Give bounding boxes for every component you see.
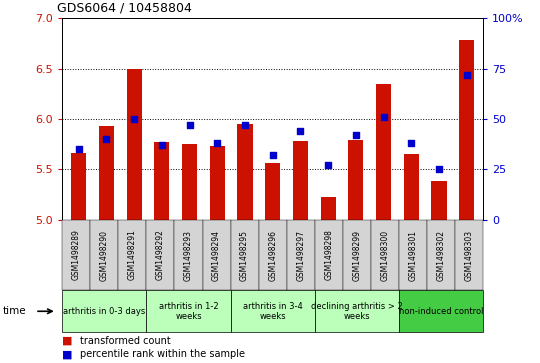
Text: GSM1498298: GSM1498298 <box>325 229 333 281</box>
Text: GSM1498294: GSM1498294 <box>212 229 221 281</box>
Point <box>241 122 249 128</box>
Text: GSM1498302: GSM1498302 <box>437 229 445 281</box>
Text: GDS6064 / 10458804: GDS6064 / 10458804 <box>57 1 192 15</box>
Text: GSM1498303: GSM1498303 <box>465 229 474 281</box>
Text: GSM1498291: GSM1498291 <box>128 229 137 281</box>
Text: ■: ■ <box>62 336 72 346</box>
Bar <box>459 40 474 220</box>
Bar <box>293 141 308 220</box>
Text: non-induced control: non-induced control <box>399 307 483 316</box>
Point <box>185 122 194 128</box>
Text: transformed count: transformed count <box>80 336 171 346</box>
Bar <box>126 69 142 220</box>
Bar <box>321 197 336 220</box>
Point <box>213 140 221 146</box>
Point <box>130 116 138 122</box>
Text: GSM1498300: GSM1498300 <box>381 229 389 281</box>
Text: GSM1498296: GSM1498296 <box>268 229 277 281</box>
Text: GSM1498293: GSM1498293 <box>184 229 193 281</box>
Bar <box>71 153 86 220</box>
Point <box>435 166 443 172</box>
Point <box>296 128 305 134</box>
Point <box>462 72 471 77</box>
Text: declining arthritis > 2
weeks: declining arthritis > 2 weeks <box>311 302 403 321</box>
Bar <box>182 144 197 220</box>
Text: time: time <box>3 306 26 316</box>
Text: GSM1498289: GSM1498289 <box>72 229 80 281</box>
Text: GSM1498290: GSM1498290 <box>100 229 109 281</box>
Bar <box>154 142 170 220</box>
Text: GSM1498299: GSM1498299 <box>353 229 361 281</box>
Bar <box>403 154 419 220</box>
Text: arthritis in 3-4
weeks: arthritis in 3-4 weeks <box>243 302 302 321</box>
Text: GSM1498301: GSM1498301 <box>409 229 417 281</box>
Point <box>158 142 166 148</box>
Point <box>75 146 83 152</box>
Point <box>379 114 388 120</box>
Bar <box>431 182 447 220</box>
Bar <box>376 83 391 220</box>
Bar <box>99 126 114 220</box>
Text: GSM1498297: GSM1498297 <box>296 229 305 281</box>
Text: arthritis in 1-2
weeks: arthritis in 1-2 weeks <box>159 302 218 321</box>
Text: arthritis in 0-3 days: arthritis in 0-3 days <box>63 307 145 316</box>
Bar <box>238 124 253 220</box>
Bar <box>210 146 225 220</box>
Bar <box>348 140 363 220</box>
Text: GSM1498295: GSM1498295 <box>240 229 249 281</box>
Point <box>102 136 111 142</box>
Point <box>352 132 360 138</box>
Point <box>324 162 333 168</box>
Bar <box>265 163 280 220</box>
Text: GSM1498292: GSM1498292 <box>156 229 165 281</box>
Text: ■: ■ <box>62 349 72 359</box>
Text: percentile rank within the sample: percentile rank within the sample <box>80 349 245 359</box>
Point <box>407 140 416 146</box>
Point <box>268 152 277 158</box>
